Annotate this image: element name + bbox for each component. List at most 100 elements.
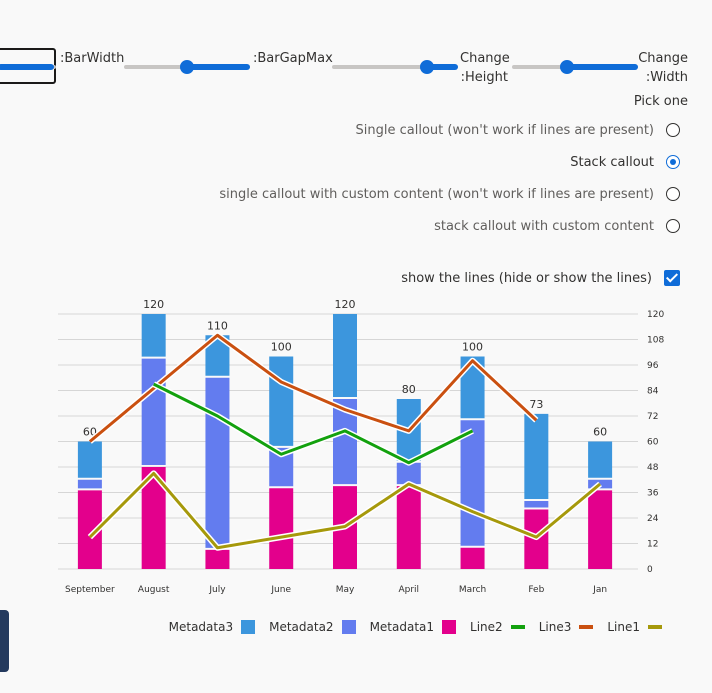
radio-button-selected[interactable] [666, 155, 680, 169]
bar-segment-metadata1 [460, 547, 485, 569]
option-stack-callout-custom[interactable]: stack callout with custom content [434, 216, 680, 236]
bar-segment-metadata2 [524, 501, 549, 508]
legend-label: Metadata2 [269, 620, 334, 634]
legend-label: Metadata3 [168, 620, 234, 634]
bar-total-label: 80 [402, 383, 416, 396]
x-tick-label: June [270, 585, 291, 595]
x-tick-label: September [65, 585, 115, 595]
legend-item-line1[interactable]: Line1 [607, 620, 662, 634]
legend-label: Line1 [607, 620, 640, 634]
bar-segment-metadata3 [269, 356, 294, 446]
legend-item-line2[interactable]: Line2 [470, 620, 525, 634]
legend-item-metadata2[interactable]: Metadata2 [269, 620, 356, 634]
slider-fill [0, 64, 54, 70]
option-label: stack callout with custom content [434, 218, 654, 234]
x-tick-label: Jan [592, 585, 607, 595]
show-lines-toggle[interactable]: show the lines (hide or show the lines) [401, 268, 680, 288]
pick-one-label: Pick one [633, 94, 688, 109]
bar-total-label: 100 [271, 341, 292, 354]
y-tick-label: 60 [647, 438, 659, 448]
option-single-callout-custom[interactable]: single callout with custom content (won'… [219, 184, 680, 204]
slider-fill [426, 64, 458, 70]
change-width-line1: Change [638, 51, 688, 66]
slider-fill [566, 64, 638, 70]
x-tick-label: July [208, 585, 226, 595]
bar-total-label: 60 [593, 426, 607, 439]
legend-swatch [510, 625, 525, 629]
y-tick-label: 96 [647, 361, 659, 371]
series-line-line1 [88, 471, 602, 550]
bar-segment-metadata3 [77, 441, 102, 478]
bar-segment-metadata2 [205, 377, 230, 548]
x-tick-label: April [398, 585, 419, 595]
side-panel-tab[interactable] [0, 610, 9, 672]
bar-segment-metadata2 [460, 420, 485, 546]
slider-thumb[interactable] [420, 60, 434, 74]
series-line-line2 [152, 382, 474, 465]
bar-width-left-slider[interactable] [0, 57, 56, 77]
y-tick-label: 108 [647, 336, 664, 346]
change-height-label: Change :Height [460, 49, 510, 87]
bar-segment-metadata2 [396, 462, 421, 485]
legend-label: Metadata1 [369, 620, 435, 634]
bar-width-slider[interactable] [124, 57, 250, 77]
y-tick-label: 24 [647, 514, 659, 524]
bar-segment-metadata3 [333, 314, 357, 397]
bar-segment-metadata2 [77, 479, 102, 489]
legend-item-metadata3[interactable]: Metadata3 [168, 620, 256, 634]
series-line-line3 [88, 333, 538, 443]
legend-swatch [341, 620, 356, 634]
option-single-callout[interactable]: Single callout (won't work if lines are … [356, 120, 680, 140]
radio-button[interactable] [666, 219, 680, 233]
chart-legend: Metadata3 Metadata2 Metadata1 Line2 Line… [169, 620, 662, 634]
show-lines-label: show the lines (hide or show the lines) [401, 270, 652, 286]
y-tick-label: 48 [647, 463, 659, 473]
y-tick-label: 84 [647, 387, 659, 397]
option-label: Stack callout [570, 154, 654, 170]
change-height-slider[interactable] [512, 57, 638, 77]
change-width-line2: :Width [645, 70, 688, 85]
bar-segment-metadata3 [524, 413, 549, 499]
x-tick-label: August [138, 585, 170, 595]
x-tick-label: March [459, 585, 486, 595]
change-height-line2: :Height [460, 70, 508, 85]
y-tick-label: 72 [647, 412, 658, 422]
bar-total-label: 73 [529, 398, 543, 411]
x-tick-label: Feb [528, 585, 544, 595]
legend-label: Line2 [470, 620, 503, 634]
legend-swatch [442, 620, 457, 634]
bar-width-label: :BarWidth [60, 51, 125, 66]
show-lines-checkbox[interactable] [664, 270, 680, 286]
stacked-bar-chart: 0 12 24 36 48 60 72 84 96 108 120 60 September 120 Aug… [58, 298, 664, 595]
slider-thumb[interactable] [180, 60, 194, 74]
bar-total-label: 120 [335, 298, 356, 311]
legend-item-metadata1[interactable]: Metadata1 [369, 620, 457, 634]
option-stack-callout[interactable]: Stack callout [570, 152, 680, 172]
bar-segment-metadata1 [396, 486, 421, 569]
y-tick-label: 12 [647, 540, 658, 550]
option-label: Single callout (won't work if lines are … [355, 122, 654, 138]
bar-segment-metadata2 [141, 358, 166, 465]
bar-segment-metadata1 [588, 490, 613, 569]
bar-segment-metadata1 [269, 488, 294, 569]
legend-swatch [648, 625, 662, 629]
option-label: single callout with custom content (won'… [219, 186, 654, 202]
y-tick-label: 120 [647, 310, 664, 320]
change-width-label: Change :Width [638, 49, 688, 87]
x-tick-label: May [336, 585, 355, 595]
bar-gap-max-slider[interactable] [332, 57, 458, 77]
radio-button[interactable] [666, 187, 680, 201]
bar-total-label: 100 [462, 341, 483, 354]
bar-segment-metadata3 [141, 314, 166, 357]
bar-total-label: 110 [207, 319, 228, 332]
legend-swatch [579, 625, 594, 629]
radio-button[interactable] [666, 123, 680, 137]
slider-track [332, 65, 458, 69]
legend-item-line3[interactable]: Line3 [539, 620, 594, 634]
y-tick-label: 36 [647, 489, 659, 499]
bar-segment-metadata1 [205, 549, 230, 569]
legend-swatch [241, 620, 256, 634]
y-tick-label: 0 [647, 565, 653, 575]
slider-fill [186, 64, 250, 70]
slider-thumb[interactable] [560, 60, 574, 74]
